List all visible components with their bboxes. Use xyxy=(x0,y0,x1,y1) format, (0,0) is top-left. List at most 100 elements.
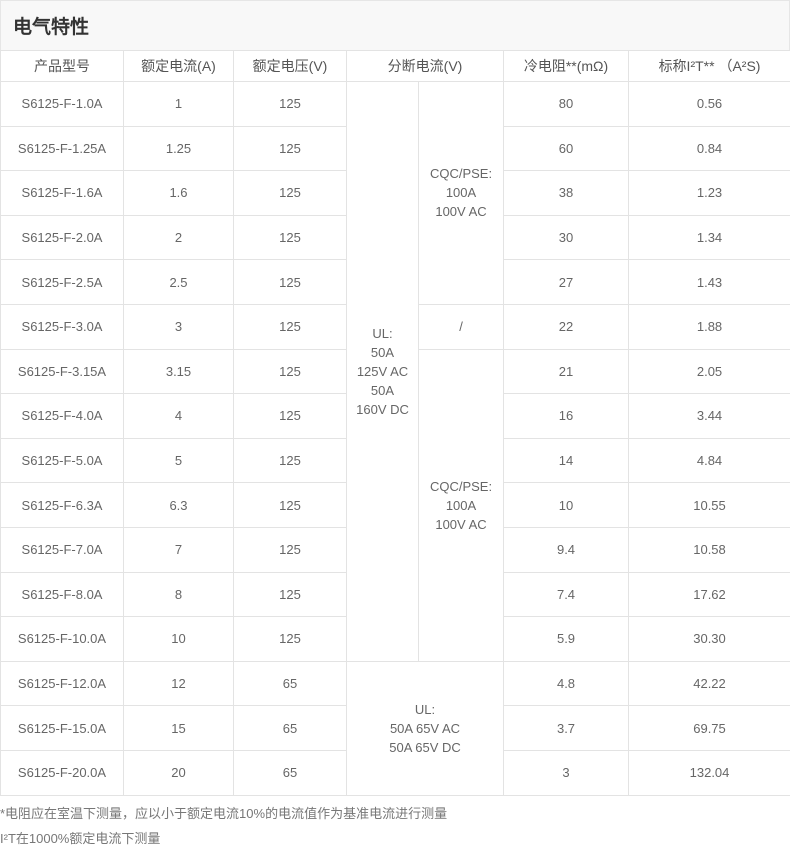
cell-cold-resistance: 21 xyxy=(503,348,630,395)
cell-cold-resistance: 14 xyxy=(503,437,630,484)
cell-rated-current: 7 xyxy=(123,526,234,573)
cell-cold-resistance: 3.7 xyxy=(503,705,630,751)
breaking-none: / xyxy=(417,303,505,350)
cell-i2t: 0.84 xyxy=(628,125,790,172)
cell-cold-resistance: 30 xyxy=(503,214,630,261)
table-row: S6125-F-10.0A 10 125 5.9 30.30 xyxy=(0,616,790,662)
cell-cold-resistance: 60 xyxy=(503,125,630,172)
section-title: 电气特性 xyxy=(13,17,90,38)
cell-model: S6125-F-12.0A xyxy=(0,660,124,707)
cell-rated-current: 8 xyxy=(123,571,234,618)
cell-rated-current: 3 xyxy=(123,303,234,350)
cell-model: S6125-F-8.0A xyxy=(0,571,124,618)
cell-rated-current: 1.6 xyxy=(123,170,234,216)
table-row: S6125-F-5.0A 5 125 14 4.84 xyxy=(0,437,790,484)
table-row: S6125-F-12.0A 12 65 UL: 50A 65V AC 50A 65V … xyxy=(0,660,790,796)
table-row: S6125-F-8.0A 8 125 7.4 17.62 xyxy=(0,571,790,618)
cell-rated-voltage: 65 xyxy=(233,705,347,751)
header-rated-voltage: 额定电压(V) xyxy=(233,50,347,82)
cell-rated-current: 2.5 xyxy=(123,259,234,305)
cell-i2t: 4.84 xyxy=(628,437,790,484)
electrical-specs-table: 产品型号 额定电流(A) 额定电压(V) 分断电流(V) 冷电阻**(mΩ) 标… xyxy=(0,50,790,796)
cell-i2t: 17.62 xyxy=(628,571,790,618)
header-rated-current: 额定电流(A) xyxy=(123,50,234,82)
cell-i2t: 69.75 xyxy=(628,705,790,751)
table-row: S6125-F-2.5A 2.5 125 27 1.43 xyxy=(0,259,790,305)
header-i2t: 标称I²T** （A²S) xyxy=(628,50,790,82)
cell-cold-resistance: 3 xyxy=(503,749,630,796)
cell-cold-resistance: 9.4 xyxy=(503,526,630,573)
cell-rated-voltage: 125 xyxy=(233,214,347,261)
cell-cold-resistance: 38 xyxy=(503,170,630,216)
breaking-ul-65v: UL: 50A 65V AC 50A 65V DC xyxy=(345,660,505,796)
cell-i2t: 1.43 xyxy=(628,259,790,305)
cell-model: S6125-F-1.6A xyxy=(0,170,124,216)
cell-rated-voltage: 65 xyxy=(233,660,347,707)
cell-rated-voltage: 125 xyxy=(233,616,347,662)
breaking-cqc-b: CQC/PSE: 100A 100V AC xyxy=(417,348,505,662)
cell-i2t: 30.30 xyxy=(628,616,790,662)
cell-rated-current: 2 xyxy=(123,214,234,261)
cell-rated-voltage: 125 xyxy=(233,170,347,216)
header-model: 产品型号 xyxy=(0,50,124,82)
cell-rated-current: 4 xyxy=(123,393,234,439)
cell-rated-current: 15 xyxy=(123,705,234,751)
cell-cold-resistance: 80 xyxy=(503,81,630,127)
footnote-i2t: I²T在1000%额定电流下测量 xyxy=(0,830,161,846)
breaking-ul-125v: UL: 50A 125V AC 50A 160V DC xyxy=(346,81,419,662)
table-row: S6125-F-1.6A 1.6 125 38 1.23 xyxy=(0,170,790,216)
cell-cold-resistance: 5.9 xyxy=(503,616,630,662)
cell-cold-resistance: 4.8 xyxy=(503,660,630,707)
table-row: S6125-F-3.15A 3.15 125 CQC/PSE: 100A 100V A… xyxy=(0,348,790,662)
header-cold-resistance: 冷电阻**(mΩ) xyxy=(503,50,630,82)
header-breaking-capacity: 分断电流(V) xyxy=(345,50,505,82)
cell-model: S6125-F-1.0A xyxy=(0,81,124,127)
cell-rated-voltage: 125 xyxy=(233,437,347,484)
cell-rated-voltage: 125 xyxy=(233,81,347,127)
table-row: S6125-F-6.3A 6.3 125 10 10.55 xyxy=(0,482,790,528)
cell-i2t: 132.04 xyxy=(628,749,790,796)
cell-rated-voltage: 125 xyxy=(233,259,347,305)
table-row: S6125-F-15.0A 15 65 3.7 69.75 xyxy=(0,705,790,751)
cell-rated-voltage: 65 xyxy=(233,749,347,796)
cell-rated-voltage: 125 xyxy=(233,526,347,573)
footnote-resistance: *电阻应在室温下测量，应以小于额定电流10%的电流值作为基准电流进行测量 xyxy=(0,805,448,821)
breaking-cqc-a: CQC/PSE: 100A 100V AC xyxy=(417,81,505,305)
cell-i2t: 1.34 xyxy=(628,214,790,261)
cell-i2t: 10.55 xyxy=(628,482,790,528)
cell-rated-voltage: 125 xyxy=(233,571,347,618)
cell-i2t: 42.22 xyxy=(628,660,790,707)
section-header: 电气特性 xyxy=(0,0,790,50)
cell-cold-resistance: 16 xyxy=(503,393,630,439)
cell-i2t: 1.23 xyxy=(628,170,790,216)
cell-rated-voltage: 125 xyxy=(233,393,347,439)
cell-rated-voltage: 125 xyxy=(233,125,347,172)
cell-model: S6125-F-4.0A xyxy=(0,393,124,439)
table-row: S6125-F-1.25A 1.25 125 60 0.84 xyxy=(0,125,790,172)
cell-model: S6125-F-7.0A xyxy=(0,526,124,573)
footnotes: *电阻应在室温下测量，应以小于额定电流10%的电流值作为基准电流进行测量 I²T… xyxy=(0,796,790,851)
cell-rated-voltage: 125 xyxy=(233,482,347,528)
table-row: S6125-F-1.0A 1 125 UL: 50A 125V AC 50A 160V… xyxy=(0,81,790,662)
table-row: S6125-F-7.0A 7 125 9.4 10.58 xyxy=(0,526,790,573)
cell-i2t: 3.44 xyxy=(628,393,790,439)
cell-model: S6125-F-1.25A xyxy=(0,125,124,172)
cell-cold-resistance: 10 xyxy=(503,482,630,528)
cell-cold-resistance: 27 xyxy=(503,259,630,305)
cell-model: S6125-F-20.0A xyxy=(0,749,124,796)
cell-model: S6125-F-10.0A xyxy=(0,616,124,662)
cell-cold-resistance: 22 xyxy=(503,303,630,350)
cell-rated-current: 5 xyxy=(123,437,234,484)
cell-rated-current: 6.3 xyxy=(123,482,234,528)
cell-rated-current: 20 xyxy=(123,749,234,796)
cell-rated-current: 1 xyxy=(123,81,234,127)
table-row: S6125-F-4.0A 4 125 16 3.44 xyxy=(0,393,790,439)
cell-rated-voltage: 125 xyxy=(233,348,347,395)
cell-model: S6125-F-3.0A xyxy=(0,303,124,350)
cell-i2t: 2.05 xyxy=(628,348,790,395)
cell-rated-current: 12 xyxy=(123,660,234,707)
cell-rated-voltage: 125 xyxy=(233,303,347,350)
cell-model: S6125-F-15.0A xyxy=(0,705,124,751)
cell-i2t: 0.56 xyxy=(628,81,790,127)
cell-model: S6125-F-6.3A xyxy=(0,482,124,528)
